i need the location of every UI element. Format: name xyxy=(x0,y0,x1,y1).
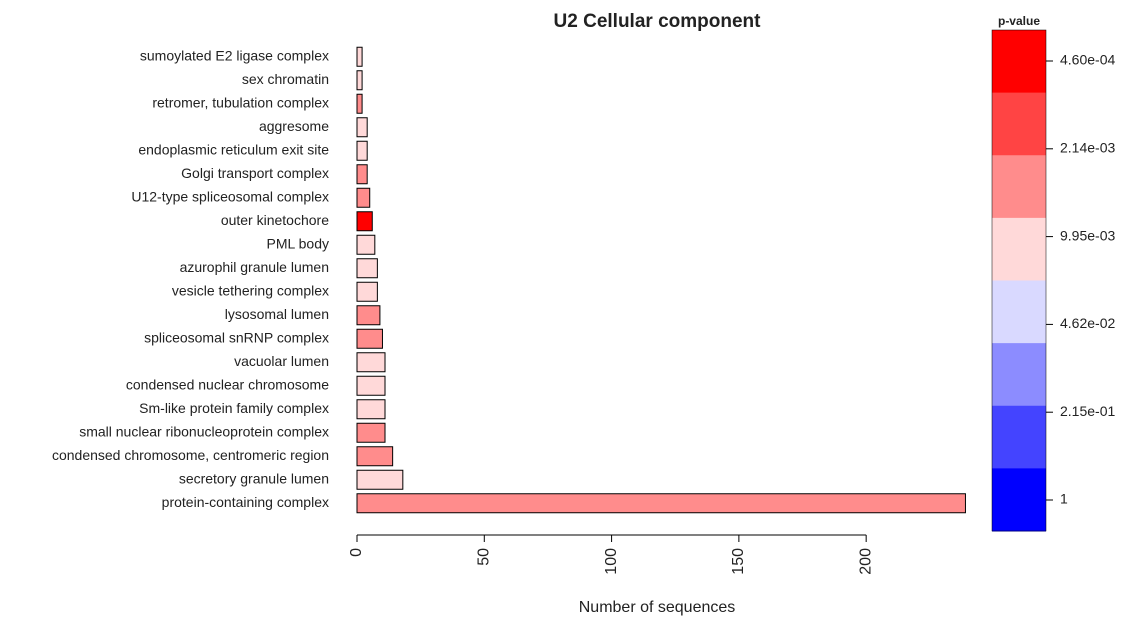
y-tick-label: condensed chromosome, centromeric region xyxy=(52,447,329,463)
legend-swatch xyxy=(992,343,1046,407)
y-tick-label: lysosomal lumen xyxy=(225,306,329,322)
x-tick-label: 100 xyxy=(603,548,620,575)
x-tick-label: 200 xyxy=(857,548,874,575)
legend-label: 4.62e-02 xyxy=(1060,315,1115,331)
bar xyxy=(356,281,378,302)
y-tick-label: protein-containing complex xyxy=(162,494,329,510)
y-tick-label: retromer, tubulation complex xyxy=(152,94,329,110)
bar xyxy=(356,493,966,514)
bar xyxy=(356,352,386,373)
y-tick-label: spliceosomal snRNP complex xyxy=(144,329,329,345)
legend-title: p-value xyxy=(998,14,1040,28)
y-tick-label: azurophil granule lumen xyxy=(180,259,329,275)
legend-label: 9.95e-03 xyxy=(1060,227,1115,243)
legend-swatch xyxy=(992,468,1046,532)
y-tick-label: Golgi transport complex xyxy=(181,165,329,181)
chart-title: U2 Cellular component xyxy=(554,11,762,32)
x-tick-label: 0 xyxy=(348,548,365,557)
y-tick-label: PML body xyxy=(266,235,329,251)
x-axis-label: Number of sequences xyxy=(579,599,736,616)
bar xyxy=(356,187,371,208)
bar xyxy=(356,305,381,326)
bar xyxy=(356,446,394,467)
legend-frame xyxy=(991,29,1047,532)
y-tick-label: sumoylated E2 ligase complex xyxy=(140,47,329,63)
legend-label: 2.15e-01 xyxy=(1060,403,1115,419)
y-tick-label: Sm-like protein family complex xyxy=(139,400,329,416)
y-tick-label: aggresome xyxy=(259,118,329,134)
y-tick-label: vesicle tethering complex xyxy=(172,282,329,298)
bar xyxy=(356,328,383,349)
bar xyxy=(356,70,363,91)
y-tick-label: U12-type spliceosomal complex xyxy=(131,188,329,204)
legend-swatch xyxy=(992,92,1046,156)
legend-swatch xyxy=(992,280,1046,344)
x-tick-label: 150 xyxy=(730,548,747,575)
bar xyxy=(356,93,363,114)
y-tick-label: secretory granule lumen xyxy=(179,470,329,486)
legend-label: 4.60e-04 xyxy=(1060,52,1115,68)
bar xyxy=(356,422,386,443)
bar xyxy=(356,469,404,490)
legend-swatch xyxy=(992,155,1046,219)
bar xyxy=(356,258,378,279)
bar xyxy=(356,234,376,255)
bar xyxy=(356,164,368,185)
bar xyxy=(356,46,363,67)
bar xyxy=(356,211,373,232)
bar xyxy=(356,375,386,396)
bar xyxy=(356,399,386,420)
legend-swatch xyxy=(992,30,1046,94)
y-tick-label: condensed nuclear chromosome xyxy=(126,376,329,392)
legend-swatch xyxy=(992,217,1046,281)
y-tick-label: outer kinetochore xyxy=(221,212,329,228)
legend-label: 2.14e-03 xyxy=(1060,140,1115,156)
y-tick-label: small nuclear ribonucleoprotein complex xyxy=(79,423,329,439)
y-tick-label: endoplasmic reticulum exit site xyxy=(138,141,329,157)
x-tick-label: 50 xyxy=(476,548,493,566)
y-tick-label: vacuolar lumen xyxy=(234,353,329,369)
legend-swatch xyxy=(992,405,1046,469)
bar xyxy=(356,117,368,138)
y-tick-label: sex chromatin xyxy=(242,71,329,87)
bar xyxy=(356,140,368,161)
legend-label: 1 xyxy=(1060,491,1068,507)
